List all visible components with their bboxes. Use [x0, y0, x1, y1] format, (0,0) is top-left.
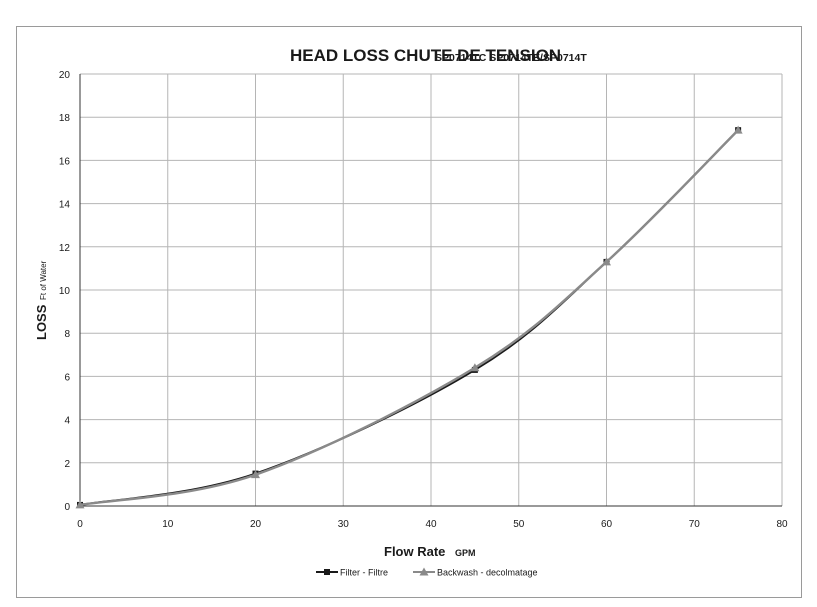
x-axis-unit: GPM: [455, 548, 476, 558]
x-tick-label: 80: [776, 519, 788, 530]
x-tick-label: 60: [601, 519, 613, 530]
axes: 0 10 20 30 40 50 60 70 80 0 2 4 6 8 10 12 14 16 18 20: [59, 70, 788, 530]
x-tick-label: 50: [513, 519, 525, 530]
legend-label: Backwash - decolmatage: [437, 568, 538, 578]
y-tick-label: 0: [64, 502, 70, 513]
y-tick-label: 18: [59, 113, 71, 124]
series-line: [79, 129, 739, 507]
legend-label: Filter - Filtre: [340, 568, 388, 578]
legend-item: Backwash - decolmatage: [413, 567, 538, 578]
data-point: [470, 363, 480, 372]
x-tick-label: 70: [689, 519, 701, 530]
x-axis-label: Flow Rate: [384, 544, 445, 559]
legend-marker: [324, 569, 330, 575]
data-point: [733, 125, 743, 134]
y-axis-label: LOSS: [34, 304, 49, 340]
y-tick-label: 16: [59, 156, 71, 167]
legend: Filter - Filtre Backwash - decolmatage: [316, 567, 538, 578]
data-point: [602, 257, 611, 266]
y-tick-label: 4: [64, 416, 70, 427]
x-tick-label: 20: [250, 519, 262, 530]
x-tick-label: 40: [425, 519, 437, 530]
series-line: [79, 129, 739, 506]
x-tick-label: 30: [338, 519, 350, 530]
y-tick-label: 10: [59, 286, 71, 297]
chart-frame: [16, 26, 802, 598]
data-point: [75, 500, 85, 509]
series-backwash: [75, 125, 743, 509]
series-filter: [77, 127, 742, 508]
y-tick-label: 2: [64, 459, 70, 470]
data-point: [251, 470, 260, 479]
series-layer: [75, 125, 743, 509]
y-tick-label: 6: [64, 372, 70, 383]
legend-marker: [419, 567, 429, 576]
y-tick-label: 14: [59, 200, 71, 211]
x-tick-label: 0: [77, 519, 83, 530]
y-tick-label: 12: [59, 243, 71, 254]
x-tick-label: 10: [162, 519, 174, 530]
y-axis-unit: Ft of Water: [39, 260, 48, 300]
chart-subtitle: SP0714TC SP0714TE/SP0714T: [435, 52, 587, 64]
legend-item: Filter - Filtre: [316, 568, 388, 578]
y-axis-label-group: LOSS Ft of Water: [34, 260, 49, 340]
y-tick-label: 8: [64, 329, 70, 340]
grid: [80, 73, 783, 506]
y-tick-label: 20: [59, 70, 71, 81]
chart-title: HEAD LOSS CHUTE DE TENSION: [290, 46, 561, 65]
